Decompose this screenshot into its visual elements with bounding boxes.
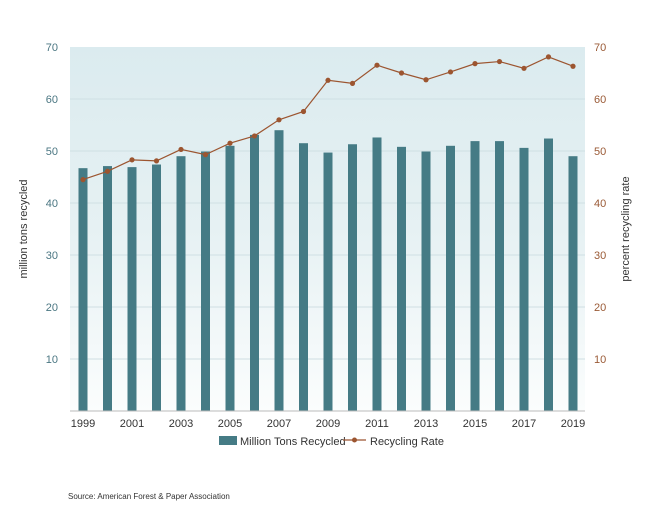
rate-point: [325, 77, 331, 83]
legend-label-line: Recycling Rate: [370, 436, 444, 448]
x-tick-label: 2009: [316, 418, 340, 430]
rate-point: [80, 177, 86, 183]
source-note: Source: American Forest & Paper Associat…: [68, 492, 230, 501]
bar: [495, 141, 504, 411]
y2-tick-label: 20: [594, 302, 606, 314]
rate-point: [129, 157, 135, 163]
rate-point: [374, 62, 380, 68]
y-tick-label: 70: [46, 42, 58, 54]
rate-point: [349, 80, 356, 86]
rate-point: [398, 70, 405, 76]
bar: [152, 164, 161, 411]
y2-tick-label: 60: [594, 94, 606, 106]
rate-point: [423, 77, 429, 83]
bar: [103, 166, 112, 411]
y-axis-label: million tons recycled: [18, 179, 30, 278]
y-tick-label: 30: [46, 250, 58, 262]
bar: [225, 145, 235, 412]
x-tick-label: 2001: [120, 418, 144, 430]
bar: [519, 147, 529, 411]
y-tick-label: 60: [46, 94, 58, 106]
bar: [470, 141, 480, 411]
rate-point: [104, 168, 111, 174]
bar: [201, 151, 210, 411]
x-tick-label: 2007: [267, 418, 291, 430]
y2-tick-label: 10: [594, 354, 606, 366]
rate-point: [153, 158, 160, 164]
rate-point: [251, 133, 258, 139]
bar: [372, 137, 382, 412]
bar: [299, 143, 308, 411]
x-tick-label: 2011: [365, 418, 389, 430]
bar: [446, 145, 455, 412]
rate-point: [300, 108, 307, 115]
y-tick-label: 50: [46, 146, 58, 158]
x-tick-label: 2003: [169, 418, 193, 430]
y2-axis-label: percent recycling rate: [620, 176, 632, 281]
x-tick-label: 2019: [561, 418, 585, 430]
y-tick-label: 40: [46, 198, 58, 210]
legend: Million Tons Recycled Recycling Rate: [219, 436, 444, 448]
bar: [544, 138, 553, 411]
rate-point: [202, 152, 209, 158]
x-tick-label: 2013: [414, 418, 438, 430]
bar: [568, 156, 578, 411]
y2-tick-label: 30: [594, 250, 606, 262]
bar: [274, 130, 284, 411]
legend-swatch-marker: [352, 437, 357, 443]
y2-tick-label: 50: [594, 146, 606, 158]
bar: [176, 156, 186, 411]
rate-point: [496, 58, 503, 65]
rate-point: [276, 117, 282, 123]
y2-tick-label: 70: [594, 42, 606, 54]
x-tick-label: 2017: [512, 418, 536, 430]
bar: [78, 168, 88, 411]
bar: [250, 134, 259, 411]
x-tick-label: 1999: [71, 418, 95, 430]
y-tick-label: 20: [46, 302, 58, 314]
legend-label-bars: Million Tons Recycled: [240, 436, 346, 448]
bar: [127, 167, 137, 411]
bar: [421, 151, 431, 411]
legend-swatch-bars: [219, 436, 237, 445]
rate-point: [227, 140, 233, 146]
y-tick-label: 10: [46, 354, 58, 366]
x-tick-label: 2015: [463, 418, 487, 430]
x-tick-label: 2005: [218, 418, 242, 430]
bar: [348, 144, 357, 412]
bar: [397, 146, 406, 411]
rate-point: [570, 63, 576, 69]
rate-point: [472, 61, 478, 67]
rate-point: [447, 69, 454, 75]
y2-tick-label: 40: [594, 198, 606, 210]
rate-point: [178, 146, 184, 153]
bar: [323, 152, 333, 411]
rate-point: [545, 54, 552, 60]
rate-point: [521, 65, 527, 71]
